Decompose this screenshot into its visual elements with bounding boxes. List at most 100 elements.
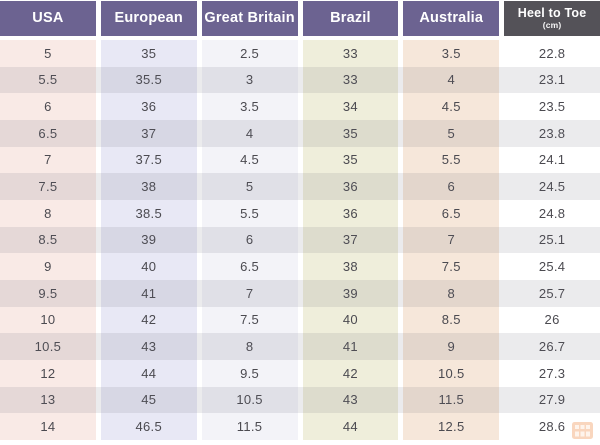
- table-cell-european: 36: [100, 93, 197, 120]
- table-cell-australia: 3.5: [403, 40, 500, 67]
- table-cell-great-britain: 7: [201, 279, 298, 307]
- table-cell-heel-to-toe: 28.6: [504, 413, 600, 440]
- table-row: 5.5 35.5 3 33 4 23.1: [0, 66, 600, 94]
- table-cell-brazil: 41: [302, 333, 399, 360]
- table-cell-great-britain: 9.5: [201, 359, 298, 387]
- table-cell-brazil: 34: [302, 93, 399, 120]
- table-cell-european: 43: [100, 333, 197, 360]
- table-cell-usa: 9.5: [0, 279, 96, 307]
- table-cell-australia: 5: [403, 119, 500, 147]
- table-row: 7 37.5 4.5 35 5.5 24.1: [0, 146, 600, 174]
- table-cell-australia: 9: [403, 333, 500, 360]
- table-cell-european: 38: [100, 173, 197, 200]
- table-cell-australia: 6: [403, 173, 500, 200]
- table-row: 12 44 9.5 42 10.5 27.3: [0, 359, 600, 387]
- table-cell-great-britain: 7.5: [201, 306, 298, 334]
- table-cell-heel-to-toe: 23.8: [504, 119, 600, 147]
- table-cell-great-britain: 3.5: [201, 93, 298, 120]
- column-header-european: European: [100, 1, 197, 36]
- table-cell-usa: 5.5: [0, 66, 96, 94]
- table-cell-usa: 10.5: [0, 333, 96, 360]
- table-cell-european: 44: [100, 359, 197, 387]
- watermark-logo-icon: [572, 422, 593, 439]
- table-cell-australia: 6.5: [403, 199, 500, 227]
- table-row: 10.5 43 8 41 9 26.7: [0, 333, 600, 360]
- table-cell-brazil: 33: [302, 66, 399, 94]
- column-header-heel-to-toe: Heel to Toe (cm): [504, 1, 600, 36]
- column-header-australia: Australia: [403, 1, 500, 36]
- table-cell-heel-to-toe: 23.1: [504, 66, 600, 94]
- table-cell-great-britain: 5: [201, 173, 298, 200]
- table-cell-european: 37: [100, 119, 197, 147]
- table-cell-australia: 11.5: [403, 386, 500, 414]
- column-header-great-britain-label: Great Britain: [204, 9, 295, 26]
- column-header-australia-label: Australia: [419, 9, 484, 26]
- table-row: 6.5 37 4 35 5 23.8: [0, 119, 600, 147]
- table-cell-brazil: 39: [302, 279, 399, 307]
- column-header-heel-to-toe-label: Heel to Toe: [517, 5, 587, 20]
- table-cell-usa: 7.5: [0, 173, 96, 200]
- table-cell-great-britain: 3: [201, 66, 298, 94]
- table-cell-great-britain: 4: [201, 119, 298, 147]
- table-body: 5 35 2.5 33 3.5 22.8 5.5 35.5 3 33 4 23.1 6 36 3.5 34 4.…: [0, 40, 600, 440]
- table-cell-heel-to-toe: 22.8: [504, 40, 600, 67]
- table-cell-brazil: 37: [302, 226, 399, 254]
- table-cell-brazil: 44: [302, 413, 399, 440]
- table-cell-great-britain: 4.5: [201, 146, 298, 174]
- table-cell-european: 40: [100, 253, 197, 280]
- table-cell-heel-to-toe: 24.8: [504, 199, 600, 227]
- table-cell-usa: 6.5: [0, 119, 96, 147]
- table-cell-usa: 8.5: [0, 226, 96, 254]
- table-cell-european: 35.5: [100, 66, 197, 94]
- table-row: 8.5 39 6 37 7 25.1: [0, 226, 600, 254]
- table-header-row: USA European Great Britain Brazil Austra…: [0, 1, 600, 36]
- table-cell-australia: 7.5: [403, 253, 500, 280]
- table-cell-australia: 8.5: [403, 306, 500, 334]
- table-row: 8 38.5 5.5 36 6.5 24.8: [0, 199, 600, 227]
- column-header-great-britain: Great Britain: [201, 1, 298, 36]
- table-cell-usa: 5: [0, 40, 96, 67]
- column-header-usa-label: USA: [32, 9, 64, 26]
- table-cell-great-britain: 5.5: [201, 199, 298, 227]
- table-cell-brazil: 40: [302, 306, 399, 334]
- table-cell-brazil: 36: [302, 173, 399, 200]
- table-cell-great-britain: 2.5: [201, 40, 298, 67]
- table-row: 7.5 38 5 36 6 24.5: [0, 173, 600, 200]
- column-header-brazil: Brazil: [302, 1, 399, 36]
- table-cell-australia: 7: [403, 226, 500, 254]
- table-cell-great-britain: 8: [201, 333, 298, 360]
- column-header-usa: USA: [0, 1, 96, 36]
- table-cell-heel-to-toe: 25.4: [504, 253, 600, 280]
- table-cell-brazil: 35: [302, 146, 399, 174]
- table-cell-great-britain: 6.5: [201, 253, 298, 280]
- table-cell-usa: 10: [0, 306, 96, 334]
- table-cell-european: 38.5: [100, 199, 197, 227]
- table-cell-australia: 8: [403, 279, 500, 307]
- table-cell-heel-to-toe: 27.9: [504, 386, 600, 414]
- table-cell-usa: 14: [0, 413, 96, 440]
- table-cell-usa: 13: [0, 386, 96, 414]
- table-cell-australia: 5.5: [403, 146, 500, 174]
- column-header-brazil-label: Brazil: [330, 9, 371, 26]
- table-cell-european: 37.5: [100, 146, 197, 174]
- table-cell-great-britain: 11.5: [201, 413, 298, 440]
- table-cell-european: 39: [100, 226, 197, 254]
- table-row: 9 40 6.5 38 7.5 25.4: [0, 253, 600, 280]
- table-cell-heel-to-toe: 26: [504, 306, 600, 334]
- table-cell-australia: 4.5: [403, 93, 500, 120]
- table-cell-australia: 12.5: [403, 413, 500, 440]
- table-cell-usa: 8: [0, 199, 96, 227]
- table-cell-brazil: 38: [302, 253, 399, 280]
- table-row: 13 45 10.5 43 11.5 27.9: [0, 386, 600, 414]
- table-cell-heel-to-toe: 23.5: [504, 93, 600, 120]
- table-cell-usa: 9: [0, 253, 96, 280]
- table-row: 14 46.5 11.5 44 12.5 28.6: [0, 413, 600, 440]
- table-cell-brazil: 33: [302, 40, 399, 67]
- table-cell-great-britain: 10.5: [201, 386, 298, 414]
- table-cell-heel-to-toe: 25.1: [504, 226, 600, 254]
- table-cell-european: 41: [100, 279, 197, 307]
- table-cell-heel-to-toe: 26.7: [504, 333, 600, 360]
- table-row: 9.5 41 7 39 8 25.7: [0, 279, 600, 307]
- table-cell-european: 45: [100, 386, 197, 414]
